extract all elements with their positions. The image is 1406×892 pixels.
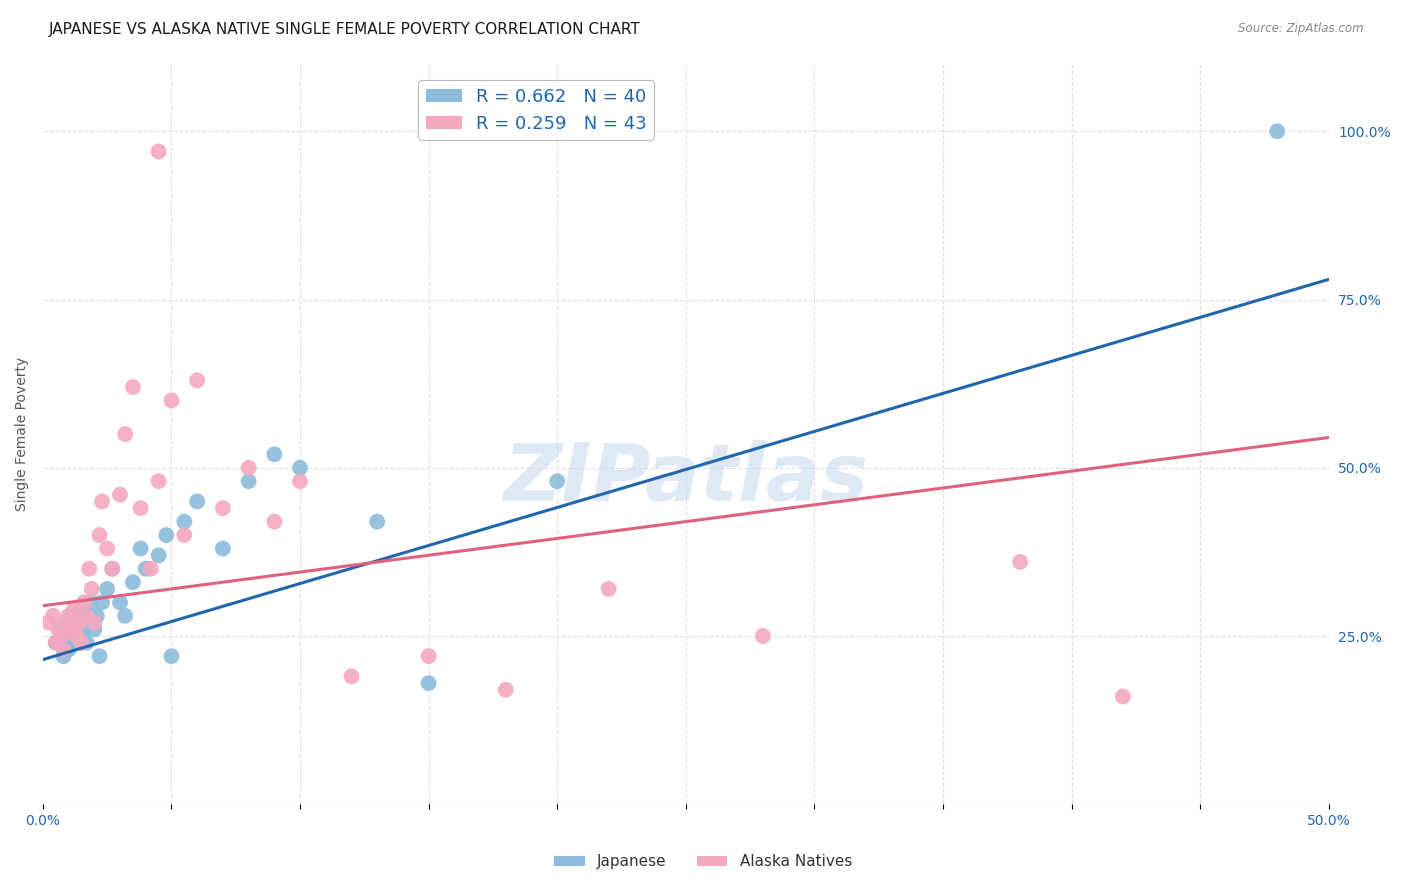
Point	[76, 608, 98, 623]
Point	[135, 562, 157, 576]
Text: Source: ZipAtlas.com: Source: ZipAtlas.com	[1239, 22, 1364, 36]
Point	[70, 629, 93, 643]
Point	[238, 475, 260, 489]
Point	[340, 669, 363, 683]
Point	[89, 649, 111, 664]
Point	[46, 622, 69, 636]
Point	[76, 636, 98, 650]
Point	[55, 629, 77, 643]
Point	[1010, 555, 1032, 569]
Point	[108, 595, 131, 609]
Point	[418, 676, 440, 690]
Point	[49, 622, 72, 636]
Point	[122, 380, 145, 394]
Point	[186, 494, 208, 508]
Point	[77, 562, 100, 576]
Point	[114, 608, 136, 623]
Point	[108, 488, 131, 502]
Point	[148, 475, 170, 489]
Point	[155, 528, 177, 542]
Point	[418, 649, 440, 664]
Point	[96, 582, 118, 596]
Point	[65, 629, 87, 643]
Point	[49, 629, 72, 643]
Point	[263, 447, 285, 461]
Point	[288, 475, 311, 489]
Point	[186, 373, 208, 387]
Point	[83, 615, 105, 630]
Text: JAPANESE VS ALASKA NATIVE SINGLE FEMALE POVERTY CORRELATION CHART: JAPANESE VS ALASKA NATIVE SINGLE FEMALE …	[49, 22, 641, 37]
Point	[263, 515, 285, 529]
Point	[80, 595, 103, 609]
Point	[129, 501, 152, 516]
Point	[160, 649, 183, 664]
Point	[62, 608, 84, 623]
Point	[70, 602, 93, 616]
Point	[148, 548, 170, 562]
Point	[45, 636, 67, 650]
Point	[598, 582, 620, 596]
Point	[55, 615, 77, 630]
Point	[173, 528, 195, 542]
Point	[101, 562, 124, 576]
Point	[752, 629, 775, 643]
Point	[101, 562, 124, 576]
Point	[148, 145, 170, 159]
Point	[86, 608, 108, 623]
Legend: Japanese, Alaska Natives: Japanese, Alaska Natives	[548, 848, 858, 875]
Point	[65, 636, 87, 650]
Point	[96, 541, 118, 556]
Point	[67, 615, 90, 630]
Y-axis label: Single Female Poverty: Single Female Poverty	[15, 357, 30, 511]
Point	[91, 494, 114, 508]
Point	[139, 562, 162, 576]
Point	[89, 528, 111, 542]
Point	[60, 622, 83, 636]
Point	[37, 615, 59, 630]
Point	[73, 622, 96, 636]
Point	[91, 595, 114, 609]
Point	[212, 541, 235, 556]
Point	[160, 393, 183, 408]
Point	[83, 622, 105, 636]
Point	[80, 582, 103, 596]
Point	[70, 636, 93, 650]
Point	[60, 622, 83, 636]
Point	[366, 515, 388, 529]
Point	[42, 608, 65, 623]
Point	[288, 460, 311, 475]
Point	[212, 501, 235, 516]
Point	[1112, 690, 1135, 704]
Text: ZIPatlas: ZIPatlas	[503, 440, 869, 517]
Point	[114, 427, 136, 442]
Point	[238, 460, 260, 475]
Point	[58, 615, 80, 630]
Point	[67, 615, 90, 630]
Point	[52, 649, 75, 664]
Legend: R = 0.662   N = 40, R = 0.259   N = 43: R = 0.662 N = 40, R = 0.259 N = 43	[419, 80, 654, 140]
Point	[73, 595, 96, 609]
Point	[77, 608, 100, 623]
Point	[129, 541, 152, 556]
Point	[122, 575, 145, 590]
Point	[58, 608, 80, 623]
Point	[62, 602, 84, 616]
Point	[173, 515, 195, 529]
Point	[52, 642, 75, 657]
Point	[58, 642, 80, 657]
Point	[495, 682, 517, 697]
Point	[546, 475, 568, 489]
Point	[1265, 124, 1288, 138]
Point	[45, 636, 67, 650]
